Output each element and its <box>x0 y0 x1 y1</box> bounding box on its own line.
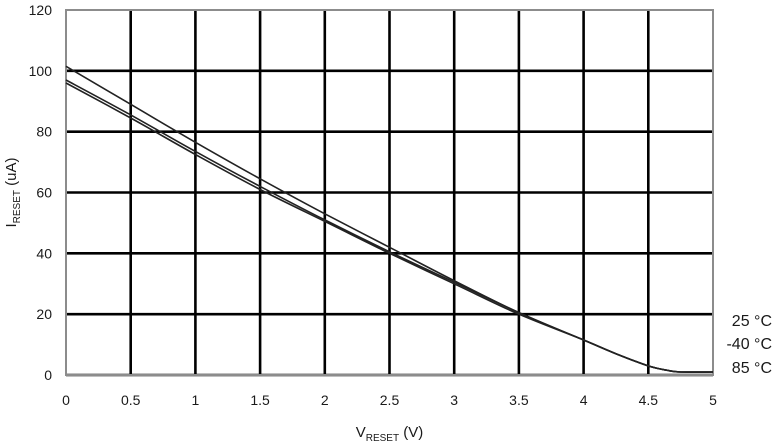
y-tick-label: 40 <box>36 245 52 261</box>
y-tick-label: 120 <box>29 2 53 18</box>
series-line-2 <box>65 82 714 373</box>
y-axis-label-main: I <box>3 223 20 227</box>
x-tick-label: 4.5 <box>639 392 659 408</box>
y-axis-label: IRESET (uA) <box>3 157 23 227</box>
grid <box>66 10 713 377</box>
y-axis-label-subscript: RESET <box>12 190 23 223</box>
series-label: 85 °C <box>732 360 772 377</box>
y-tick-label: 60 <box>36 185 52 201</box>
series-label: -40 °C <box>726 336 772 353</box>
x-tick-label: 2.5 <box>380 392 400 408</box>
x-tick-label: 0.5 <box>121 392 141 408</box>
x-axis-label: VRESET (V) <box>356 424 424 443</box>
x-axis-label-main: V <box>356 424 366 441</box>
plot-frame <box>65 9 714 376</box>
y-tick-label: 20 <box>36 306 52 322</box>
y-tick-label: 0 <box>44 367 52 383</box>
x-tick-label: 5 <box>709 392 717 408</box>
x-axis-label-subscript: RESET <box>366 433 399 443</box>
series-labels: 25 °C -40 °C 85 °C <box>726 313 772 377</box>
x-tick-label: 3.5 <box>509 392 529 408</box>
x-tick-label: 1.5 <box>250 392 270 408</box>
x-tick-label: 3 <box>450 392 458 408</box>
x-axis-ticks: 0 0.5 1 1.5 2 2.5 3 3.5 4 4.5 5 <box>62 392 717 408</box>
y-tick-label: 100 <box>29 63 53 79</box>
y-tick-label: 80 <box>36 124 52 140</box>
x-tick-label: 2 <box>321 392 329 408</box>
x-tick-label: 1 <box>192 392 200 408</box>
y-axis-ticks: 0 20 40 60 80 100 120 <box>29 2 53 383</box>
x-axis-label-unit: (V) <box>399 424 423 441</box>
x-tick-label: 0 <box>62 392 70 408</box>
series-label: 25 °C <box>732 313 772 330</box>
x-tick-label: 4 <box>580 392 588 408</box>
y-axis-label-unit: (uA) <box>3 157 20 190</box>
series-curves <box>65 65 714 373</box>
